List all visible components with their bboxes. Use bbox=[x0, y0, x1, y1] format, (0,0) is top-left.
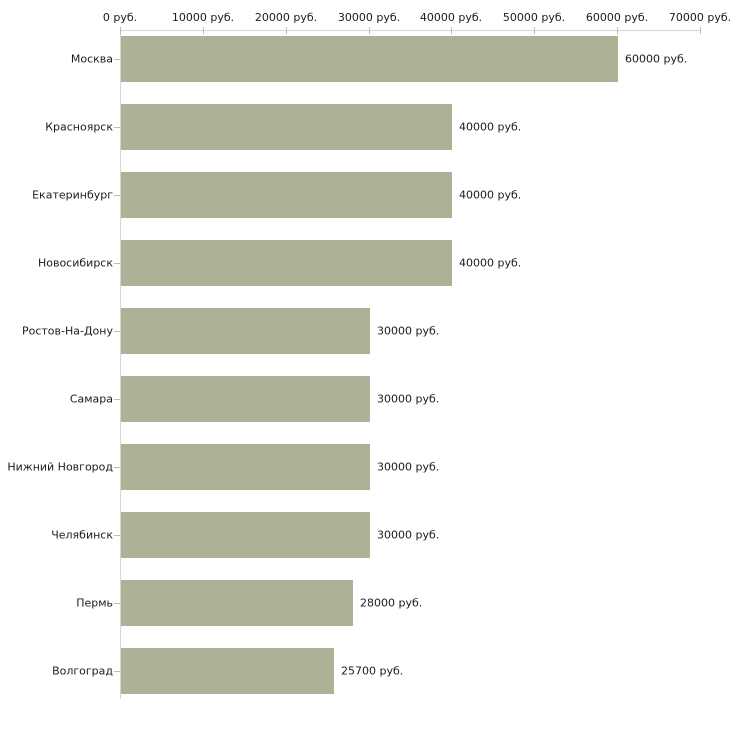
x-tick-mark bbox=[120, 27, 121, 34]
y-tick-mark bbox=[114, 535, 120, 536]
x-tick-label: 70000 руб. bbox=[668, 11, 730, 24]
y-tick-mark bbox=[114, 59, 120, 60]
value-label: 60000 руб. bbox=[625, 52, 688, 66]
value-label: 30000 руб. bbox=[377, 392, 440, 406]
bar bbox=[121, 172, 452, 218]
category-label: Красноярск bbox=[45, 120, 113, 134]
bar bbox=[121, 104, 452, 150]
bar bbox=[121, 580, 353, 626]
x-tick-label: 10000 руб. bbox=[171, 11, 235, 24]
bar bbox=[121, 308, 370, 354]
category-label: Волгоград bbox=[52, 664, 113, 678]
value-label: 30000 руб. bbox=[377, 460, 440, 474]
x-tick-mark bbox=[534, 27, 535, 34]
value-label: 30000 руб. bbox=[377, 324, 440, 338]
y-tick-mark bbox=[114, 399, 120, 400]
category-label: Екатеринбург bbox=[32, 188, 113, 202]
bar bbox=[121, 376, 370, 422]
x-tick-label: 60000 руб. bbox=[585, 11, 649, 24]
value-label: 30000 руб. bbox=[377, 528, 440, 542]
x-tick-mark bbox=[369, 27, 370, 34]
x-tick-label: 50000 руб. bbox=[502, 11, 566, 24]
y-tick-mark bbox=[114, 671, 120, 672]
x-tick-label: 20000 руб. bbox=[254, 11, 318, 24]
value-label: 40000 руб. bbox=[459, 256, 522, 270]
category-label: Пермь bbox=[76, 596, 113, 610]
bar bbox=[121, 648, 334, 694]
bar bbox=[121, 444, 370, 490]
x-axis-line bbox=[120, 30, 700, 31]
bar bbox=[121, 240, 452, 286]
x-tick-mark bbox=[617, 27, 618, 34]
x-tick-mark bbox=[203, 27, 204, 34]
y-tick-mark bbox=[114, 127, 120, 128]
value-label: 40000 руб. bbox=[459, 120, 522, 134]
x-tick-mark bbox=[451, 27, 452, 34]
bar bbox=[121, 36, 618, 82]
category-label: Нижний Новгород bbox=[7, 460, 113, 474]
value-label: 28000 руб. bbox=[360, 596, 423, 610]
y-tick-mark bbox=[114, 195, 120, 196]
y-tick-mark bbox=[114, 603, 120, 604]
y-axis-line bbox=[120, 30, 121, 699]
value-label: 40000 руб. bbox=[459, 188, 522, 202]
x-tick-mark bbox=[286, 27, 287, 34]
x-tick-label: 30000 руб. bbox=[337, 11, 401, 24]
bar bbox=[121, 512, 370, 558]
category-label: Челябинск bbox=[51, 528, 113, 542]
category-label: Ростов-На-Дону bbox=[21, 324, 113, 338]
category-label: Москва bbox=[70, 52, 113, 66]
x-tick-mark bbox=[700, 27, 701, 34]
y-tick-mark bbox=[114, 263, 120, 264]
y-tick-mark bbox=[114, 331, 120, 332]
y-tick-mark bbox=[114, 467, 120, 468]
x-tick-label: 0 руб. bbox=[102, 11, 138, 24]
value-label: 25700 руб. bbox=[341, 664, 404, 678]
category-label: Новосибирск bbox=[37, 256, 113, 270]
x-tick-label: 40000 руб. bbox=[419, 11, 483, 24]
category-label: Самара bbox=[69, 392, 113, 406]
